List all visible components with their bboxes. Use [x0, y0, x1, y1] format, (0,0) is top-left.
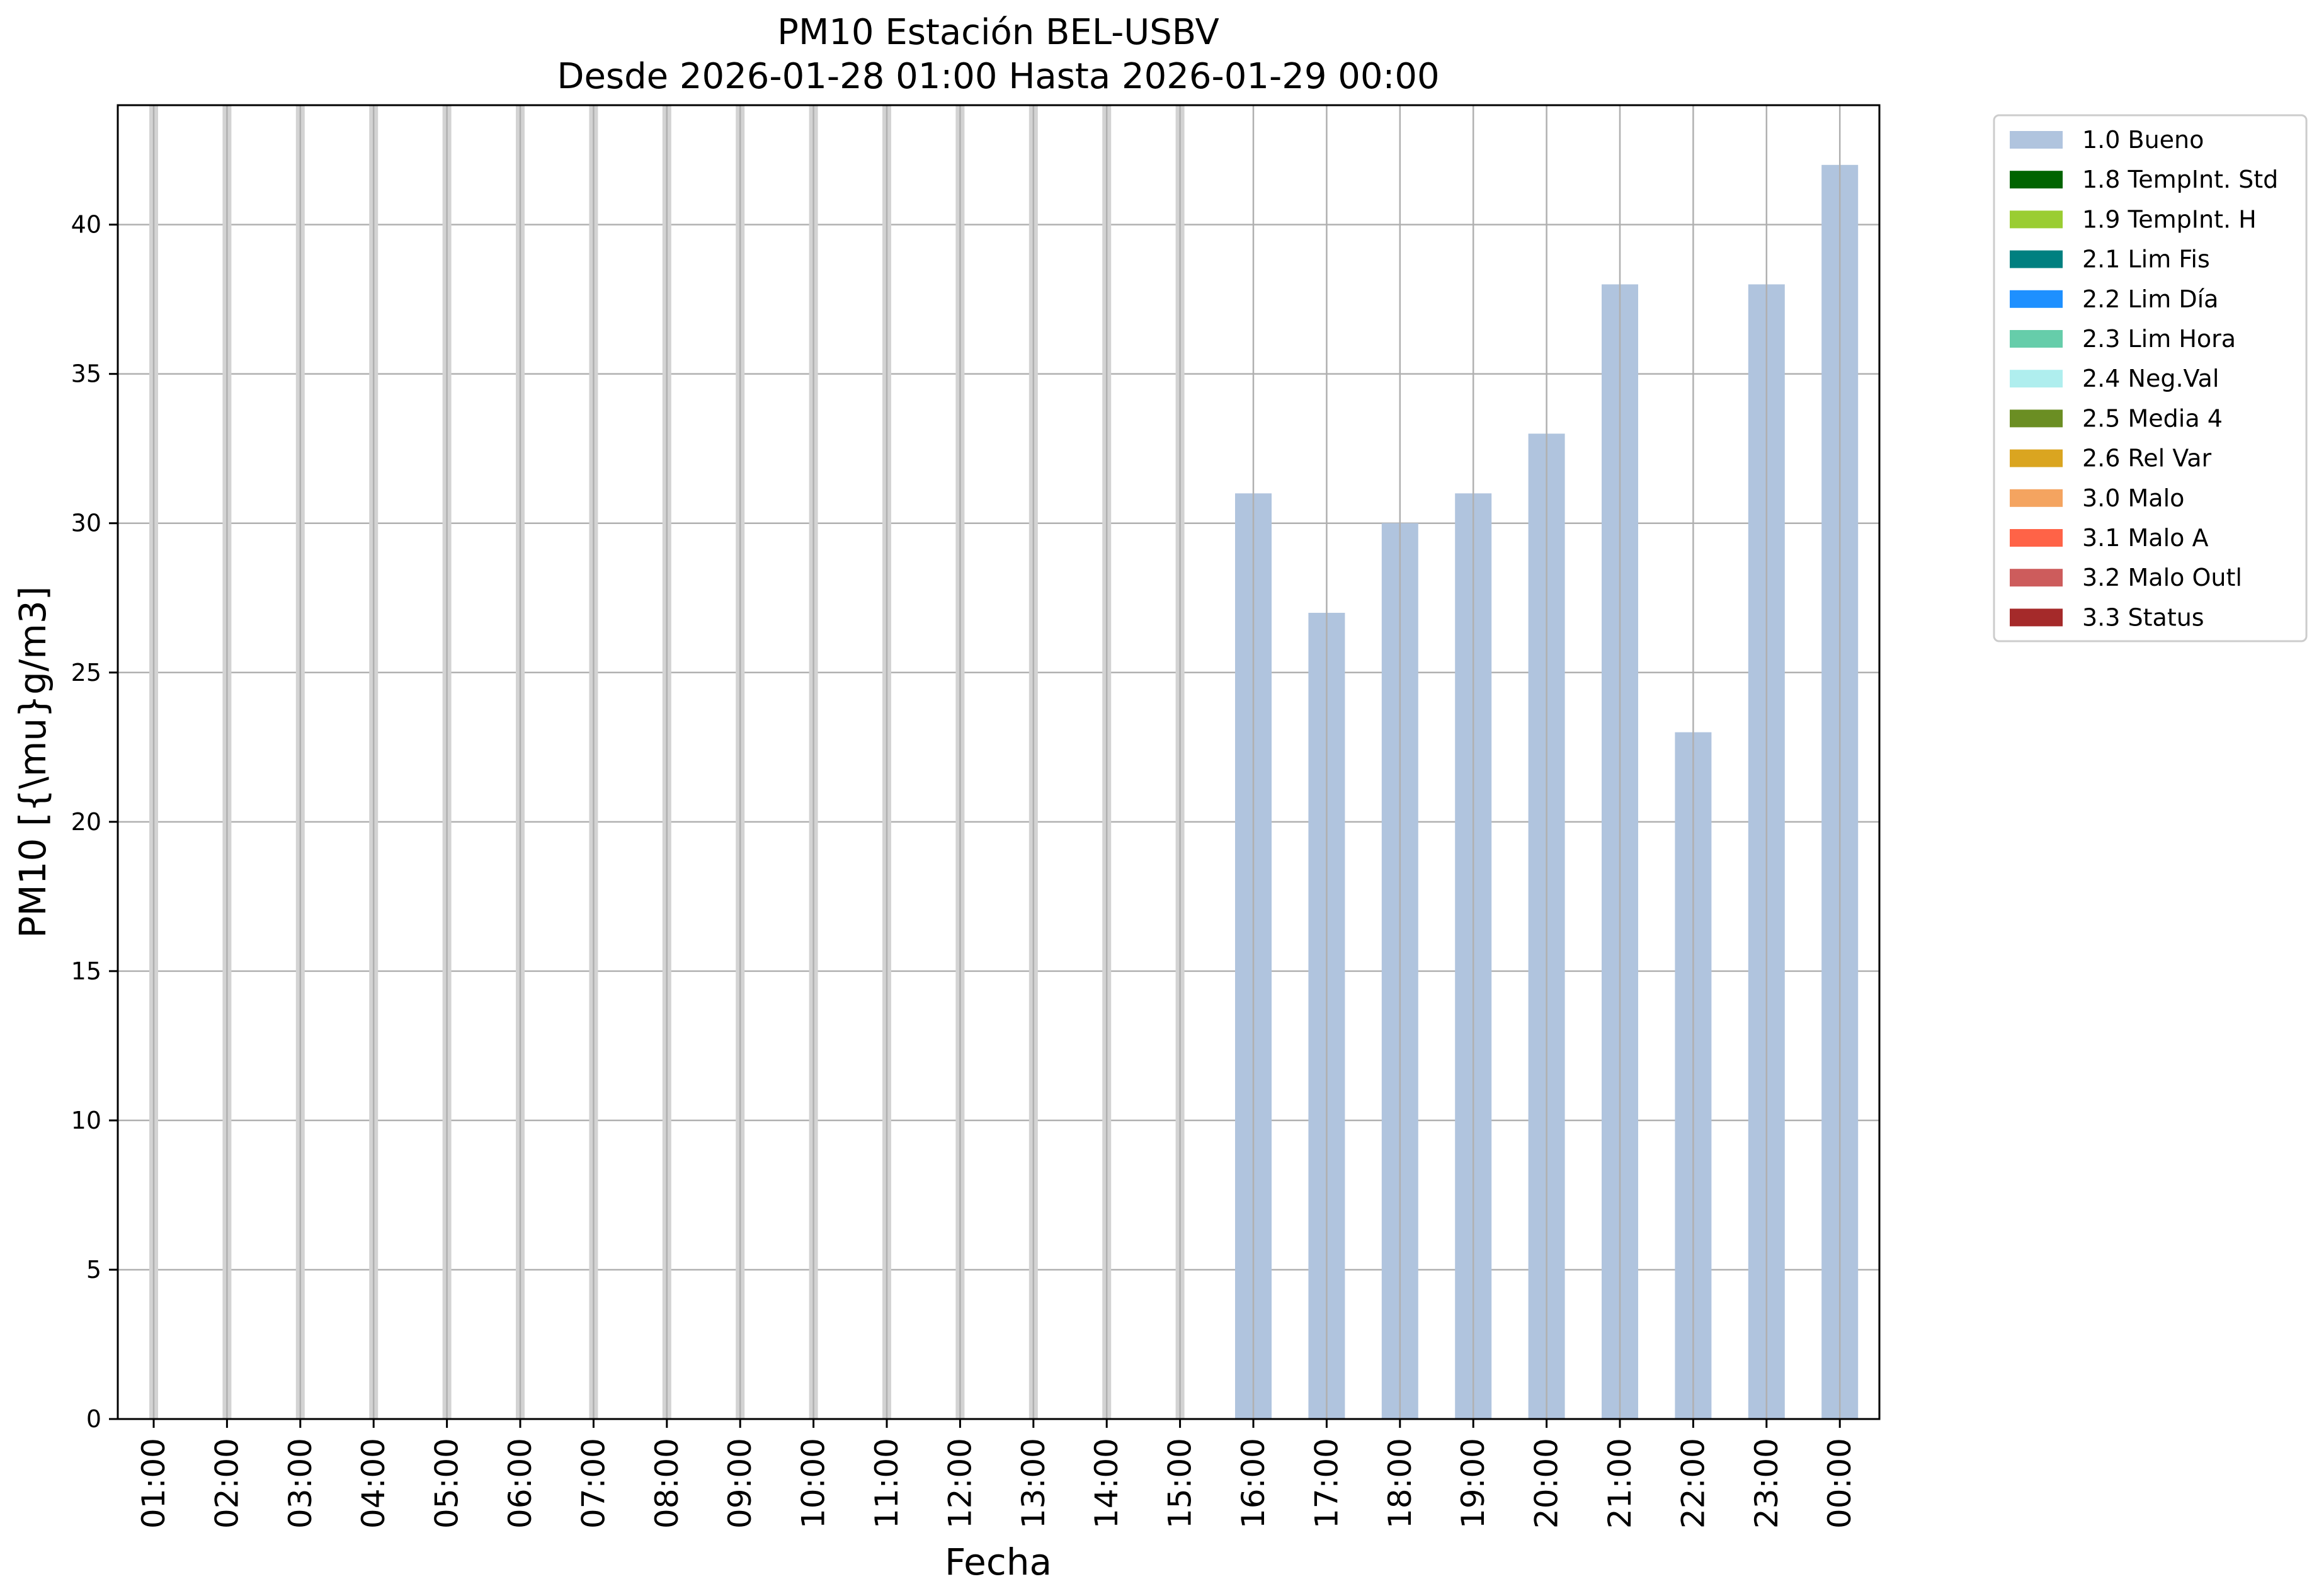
x-axis-label: Fecha: [945, 1541, 1052, 1583]
y-axis-ticks: 0 5 10 15 20 25 30 35 40: [71, 211, 118, 1433]
x-tick-label: 20:00: [1529, 1438, 1565, 1529]
x-tick-label: 10:00: [795, 1438, 832, 1529]
legend-swatch: [2010, 250, 2063, 268]
legend-label: 2.3 Lim Hora: [2082, 325, 2236, 353]
x-tick-label: 04:00: [355, 1438, 392, 1529]
x-tick-label: 17:00: [1308, 1438, 1345, 1529]
legend-label: 1.9 TempInt. H: [2082, 205, 2257, 233]
legend-label: 3.0 Malo: [2082, 484, 2184, 512]
x-tick-label: 16:00: [1235, 1438, 1272, 1529]
missing-data-markers: [149, 105, 1185, 1419]
x-tick-label: 06:00: [502, 1438, 538, 1529]
x-tick-label: 13:00: [1015, 1438, 1052, 1529]
legend-swatch: [2010, 449, 2063, 467]
x-tick-label: 05:00: [429, 1438, 465, 1529]
y-axis-label: PM10 [{\mu}g/m3]: [11, 586, 54, 938]
x-tick-label: 08:00: [649, 1438, 685, 1529]
x-tick-label: 01:00: [135, 1438, 172, 1529]
vertical-gridlines: [152, 105, 1841, 1419]
x-tick-label: 23:00: [1748, 1438, 1785, 1529]
x-tick-label: 09:00: [722, 1438, 758, 1529]
legend-swatch: [2010, 409, 2063, 428]
x-tick-label: 00:00: [1821, 1438, 1858, 1529]
legend-label: 2.5 Media 4: [2082, 404, 2223, 432]
y-tick-label: 35: [71, 360, 101, 388]
legend-swatch: [2010, 330, 2063, 348]
legend-swatch: [2010, 370, 2063, 388]
legend-swatch: [2010, 290, 2063, 308]
legend-label: 2.4 Neg.Val: [2082, 365, 2219, 392]
y-tick-label: 0: [86, 1405, 101, 1433]
y-tick-label: 15: [71, 957, 101, 985]
y-tick-label: 25: [71, 659, 101, 687]
legend-label: 1.0 Bueno: [2082, 126, 2204, 154]
legend-frame: [1993, 114, 2308, 642]
legend-label: 2.1 Lim Fis: [2082, 246, 2210, 273]
x-tick-label: 15:00: [1162, 1438, 1199, 1529]
legend-label: 2.2 Lim Día: [2082, 285, 2218, 313]
x-tick-label: 02:00: [208, 1438, 245, 1529]
y-tick-label: 40: [71, 211, 101, 239]
x-tick-label: 12:00: [942, 1438, 978, 1529]
legend: 1.0 Bueno 1.8 TempInt. Std 1.9 TempInt. H 2…: [1993, 114, 2308, 642]
x-tick-label: 14:00: [1088, 1438, 1125, 1529]
legend-label: 2.6 Rel Var: [2082, 445, 2212, 472]
x-tick-label: 19:00: [1455, 1438, 1491, 1529]
x-tick-label: 11:00: [869, 1438, 905, 1529]
legend-swatch: [2010, 489, 2063, 507]
x-tick-label: 22:00: [1675, 1438, 1711, 1529]
legend-swatch: [2010, 569, 2063, 587]
legend-swatch: [2010, 608, 2063, 627]
legend-label: 1.8 TempInt. Std: [2082, 166, 2278, 193]
chart-subtitle: Desde 2026-01-28 01:00 Hasta 2026-01-29 …: [557, 56, 1439, 97]
chart-title: PM10 Estación BEL-USBV: [777, 12, 1219, 53]
legend-swatch: [2010, 210, 2063, 229]
y-tick-label: 5: [86, 1256, 101, 1284]
legend-swatch: [2010, 529, 2063, 547]
x-tick-label: 18:00: [1382, 1438, 1418, 1529]
plot-frame: [117, 104, 1881, 1420]
y-tick-label: 30: [71, 510, 101, 537]
x-axis-ticks: 01:00 02:00 03:00 04:00 05:00 06:00 07:00 08:00…: [135, 1419, 1858, 1529]
gridlines: [118, 224, 1879, 1271]
legend-label: 3.2 Malo Outl: [2082, 564, 2242, 591]
legend-label: 3.3 Status: [2082, 603, 2204, 631]
y-tick-label: 10: [71, 1107, 101, 1134]
x-tick-label: 21:00: [1602, 1438, 1638, 1529]
legend-swatch: [2010, 171, 2063, 189]
legend-label: 3.1 Malo A: [2082, 524, 2208, 552]
y-tick-label: 20: [71, 808, 101, 836]
x-tick-label: 03:00: [282, 1438, 319, 1529]
legend-swatch: [2010, 131, 2063, 149]
x-tick-label: 07:00: [575, 1438, 612, 1529]
